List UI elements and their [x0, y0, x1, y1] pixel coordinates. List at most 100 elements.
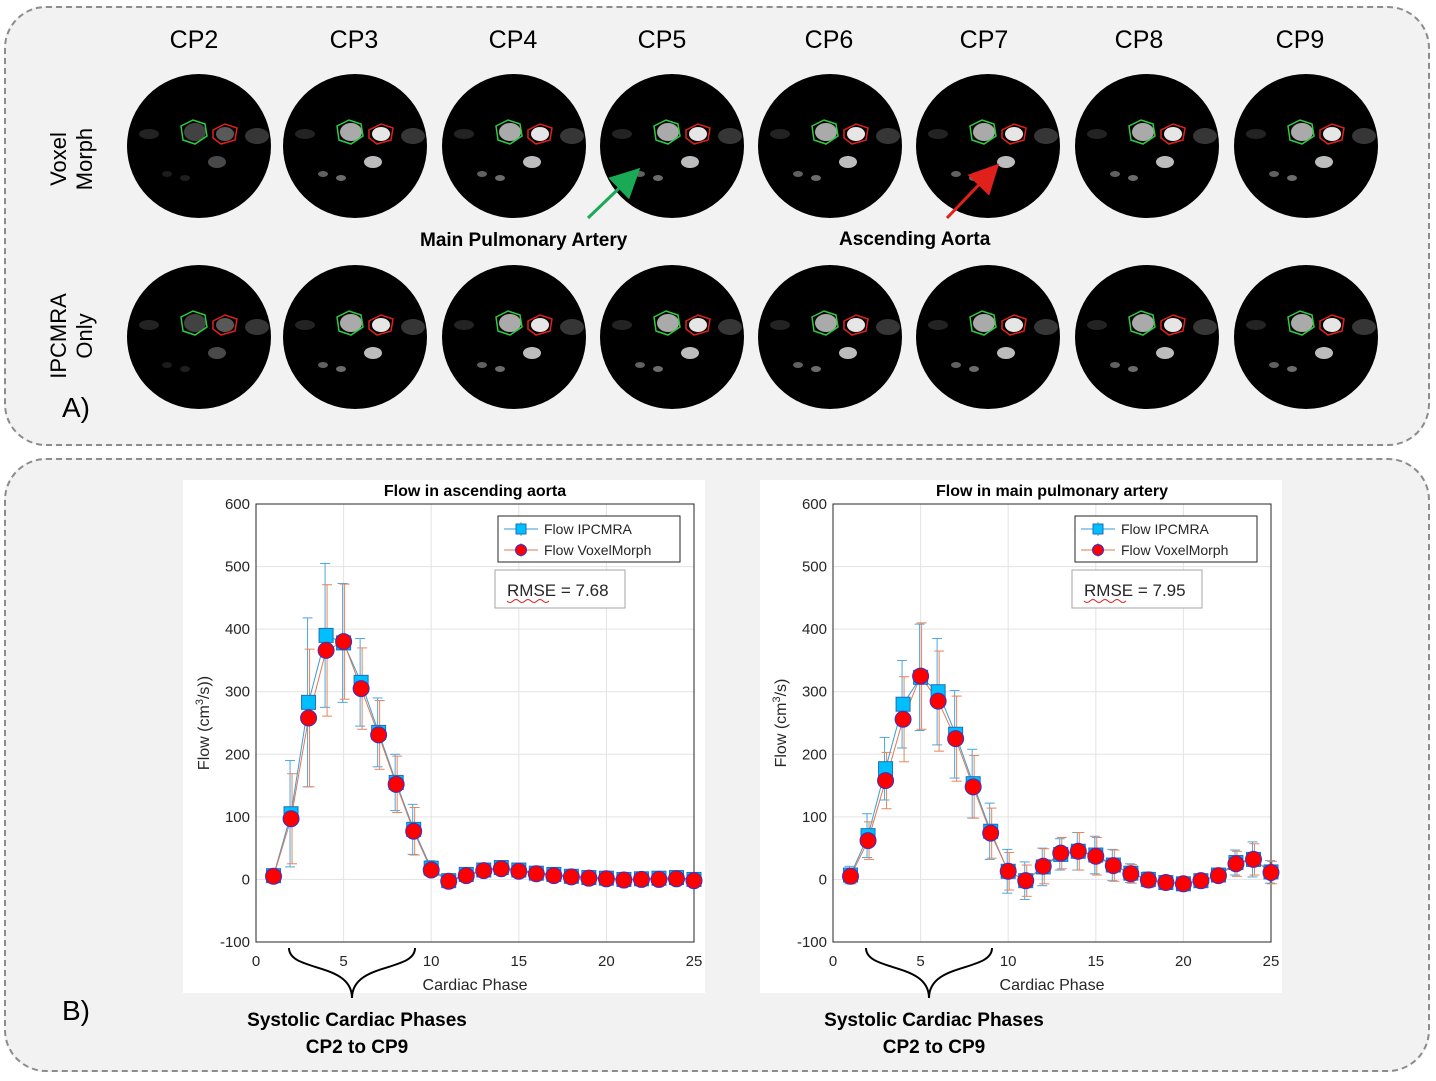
mri-slice-ipcmra-4: [442, 265, 586, 409]
panel-b-letter: B): [62, 995, 90, 1026]
pulmonary-point-voxelmorph: [964, 778, 982, 796]
aorta-point-voxelmorph: [440, 872, 458, 890]
aorta-point-voxelmorph: [370, 726, 388, 744]
mri-slice-ipcmra-8: [1075, 265, 1219, 409]
mri-slice-ipcmra-2: [127, 265, 271, 409]
pulmonary-legend-label-ipcmra: Flow IPCMRA: [1121, 521, 1210, 537]
mri-slice-ipcmra-5: [600, 265, 744, 409]
pulmonary-xtick-label: 0: [829, 953, 837, 970]
aorta-point-ipcmra: [301, 694, 317, 710]
mri-slice-voxelmorph-4: [442, 74, 586, 218]
pulmonary-ytick-label: 600: [802, 496, 827, 513]
pulmonary-xtick-label: 15: [1087, 953, 1104, 970]
pulmonary-point-voxelmorph: [1122, 865, 1140, 883]
aorta-point-voxelmorph: [615, 871, 633, 889]
systolic-label-right-line1: Systolic Cardiac Phases: [824, 1010, 1044, 1031]
mri-slice-voxelmorph-3: [283, 74, 427, 218]
column-label-cp3: CP3: [329, 26, 379, 54]
pulmonary-point-voxelmorph: [1104, 857, 1122, 875]
aorta-rmse-text: RMSE = 7.68: [507, 581, 609, 600]
pulmonary-arrow-icon: [586, 167, 641, 220]
pulmonary-xtick-label: 5: [916, 953, 924, 970]
aorta-point-voxelmorph: [597, 870, 615, 888]
column-label-cp7: CP7: [959, 26, 1009, 54]
mri-slice-voxelmorph-2: [127, 74, 271, 218]
aorta-legend-label-voxelmorph: Flow VoxelMorph: [544, 542, 651, 558]
pulmonary-point-voxelmorph: [1174, 875, 1192, 893]
pulmonary-legend-marker-voxelmorph: [1092, 544, 1104, 556]
pulmonary-title: Flow in main pulmonary artery: [936, 483, 1168, 500]
pulmonary-point-voxelmorph: [1087, 847, 1105, 865]
systolic-label-right-line2: CP2 to CP9: [882, 1037, 986, 1058]
pulmonary-ytick-label: 300: [802, 684, 827, 701]
aorta-point-voxelmorph: [300, 709, 318, 727]
aorta-plot-border: [255, 503, 695, 943]
pulmonary-ytick-label: 400: [802, 621, 827, 638]
pulmonary-point-voxelmorph: [1069, 842, 1087, 860]
pulmonary-point-voxelmorph: [1227, 855, 1245, 873]
aorta-xtick-label: 15: [510, 953, 527, 970]
annotation-arrows: [586, 163, 1000, 220]
pulmonary-point-voxelmorph: [912, 667, 930, 685]
aorta-ytick-label: 500: [225, 559, 250, 576]
aorta-point-voxelmorph: [475, 862, 493, 880]
aorta-point-ipcmra: [318, 627, 334, 643]
pulmonary-point-voxelmorph: [1157, 874, 1175, 892]
pulmonary-rmse-box: [1071, 569, 1203, 609]
aorta-title: Flow in ascending aorta: [384, 483, 566, 500]
aorta-rmse-annotation: RMSE = 7.68: [494, 569, 626, 609]
pulmonary-legend-box: [1074, 515, 1258, 563]
systolic-label-left: Systolic Cardiac Phases CP2 to CP9: [207, 1007, 507, 1061]
pulmonary-ylabel: Flow (cm3/s): [771, 679, 790, 768]
aorta-xtick-label: 20: [598, 953, 615, 970]
aorta-point-voxelmorph: [545, 867, 563, 885]
aorta-ytick-label: 200: [225, 746, 250, 763]
aorta-point-voxelmorph: [387, 775, 405, 793]
aorta-legend-marker-voxelmorph: [515, 544, 527, 556]
systolic-label-left-line1: Systolic Cardiac Phases: [247, 1010, 467, 1031]
pulmonary-xlabel: Cardiac Phase: [1000, 977, 1105, 993]
aorta-legend-label-ipcmra: Flow IPCMRA: [544, 521, 633, 537]
aorta-point-voxelmorph: [562, 868, 580, 886]
mri-slice-voxelmorph-9: [1234, 74, 1378, 218]
aorta-ylabel: Flow (cm3/s)): [194, 676, 213, 770]
mri-slice-ipcmra-6: [758, 265, 902, 409]
pulmonary-legend-marker-ipcmra: [1092, 523, 1104, 535]
aorta-xtick-label: 0: [252, 953, 260, 970]
aorta-point-voxelmorph: [632, 870, 650, 888]
chart-ascending-aorta: 0 5 10 15 20 25 -100 0 100 200 300 400 500 600 Flow in…: [183, 480, 705, 994]
pulmonary-point-voxelmorph: [947, 730, 965, 748]
column-label-cp8: CP8: [1114, 26, 1164, 54]
chart-pulmonary-artery: 0 5 10 15 20 25 -100 0 100 200 300 400 500 600 Flow in…: [760, 480, 1282, 994]
pulmonary-ytick-label: 500: [802, 559, 827, 576]
ascending-aorta-label: Ascending Aorta: [839, 229, 991, 250]
aorta-ytick-label: -100: [220, 934, 250, 951]
aorta-point-voxelmorph: [265, 867, 283, 885]
aorta-rmse-box: [494, 569, 626, 609]
column-label-cp4: CP4: [488, 26, 538, 54]
aorta-point-voxelmorph: [685, 872, 703, 890]
pulmonary-xtick-label: 20: [1175, 953, 1192, 970]
mri-slice-voxelmorph-8: [1075, 74, 1219, 218]
panel-a-letter: A): [62, 392, 90, 423]
pulmonary-point-voxelmorph: [1244, 850, 1262, 868]
pulmonary-ytick-label: 0: [819, 871, 827, 888]
pulmonary-xtick-label: 10: [1000, 953, 1017, 970]
pulmonary-point-voxelmorph: [982, 824, 1000, 842]
aorta-point-voxelmorph: [527, 865, 545, 883]
column-label-cp6: CP6: [804, 26, 854, 54]
aorta-xtick-label: 10: [423, 953, 440, 970]
aorta-point-voxelmorph: [650, 870, 668, 888]
pulmonary-point-voxelmorph: [1052, 844, 1070, 862]
mri-slice-ipcmra-7: [916, 265, 1060, 409]
pulmonary-xtick-label: 25: [1263, 953, 1280, 970]
pulmonary-point-ipcmra: [895, 696, 911, 712]
pulmonary-legend: Flow IPCMRA Flow VoxelMorph: [1074, 515, 1258, 563]
pulmonary-plot-border: [832, 503, 1272, 943]
pulmonary-point-voxelmorph: [1034, 857, 1052, 875]
aorta-xlabel: Cardiac Phase: [423, 977, 528, 993]
pulmonary-rmse-text: RMSE = 7.95: [1084, 581, 1186, 600]
pulmonary-point-voxelmorph: [1192, 872, 1210, 890]
aorta-point-voxelmorph: [282, 810, 300, 828]
aorta-rmse-spellcheck-underline: [506, 599, 550, 603]
